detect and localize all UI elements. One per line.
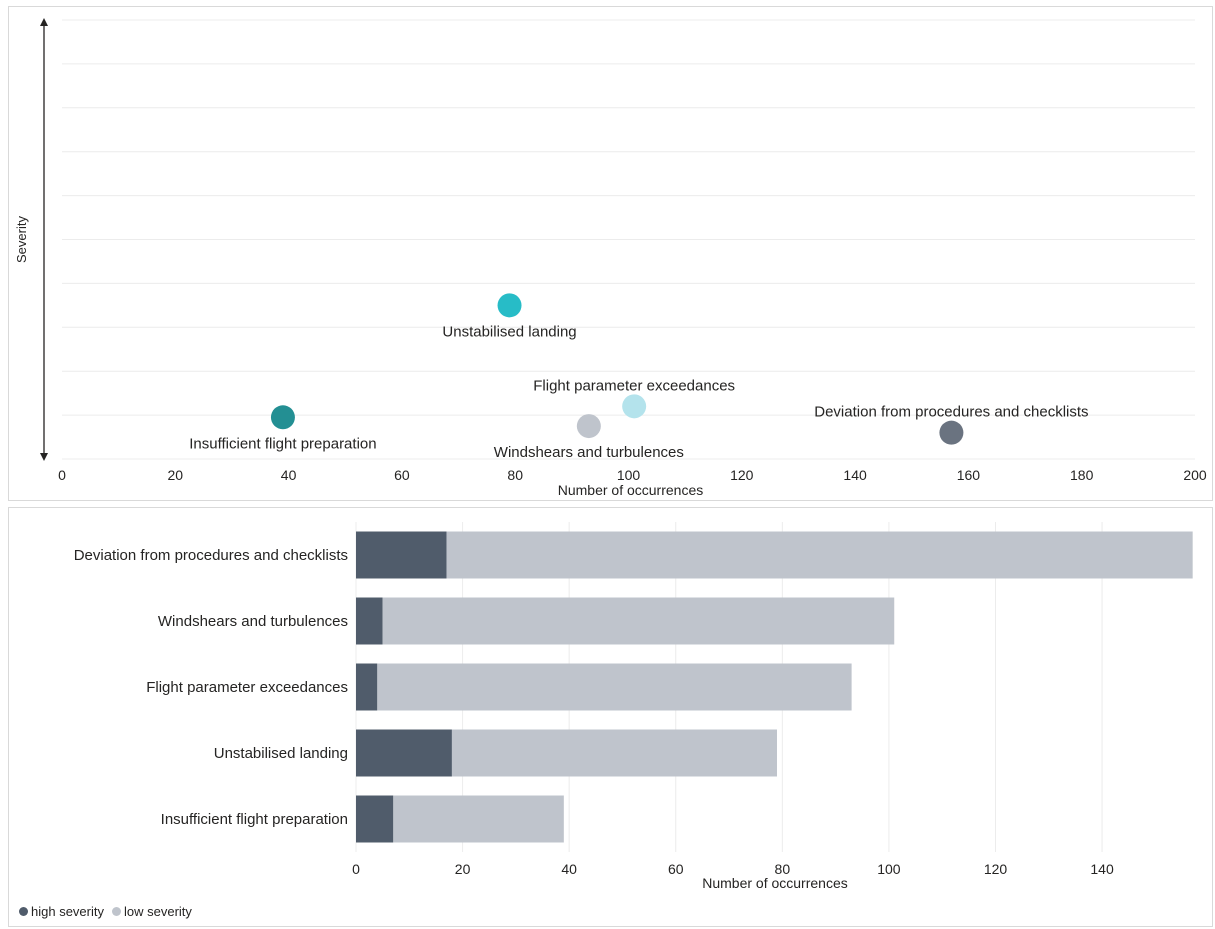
- category-label-unstabilised-landing: Unstabilised landing: [214, 745, 348, 762]
- scatter-chart-panel: Severity 0 20 40 60 80 100 120 140 160 180 200 Numbe…: [8, 6, 1213, 501]
- scatter-point-deviation-from-procedures-and-checklists: [939, 420, 964, 445]
- category-label-deviation-from-procedures-and-checklists: Deviation from procedures and checklists: [74, 547, 348, 564]
- scatter-chart: Severity 0 20 40 60 80 100 120 140 160 180 200 Numbe…: [14, 18, 1207, 498]
- legend-item-low-severity[interactable]: low severity: [111, 904, 192, 919]
- point-label-unstabilised-landing: Unstabilised landing: [442, 323, 576, 340]
- x-tick-label: 100: [617, 467, 641, 483]
- bar-x-tick-label: 80: [775, 861, 791, 877]
- bar-high-severity-windshears-and-turbulences: [356, 597, 383, 645]
- bar-high-severity-insufficient-flight-preparation: [356, 795, 394, 843]
- legend-label-high-severity: high severity: [31, 904, 104, 919]
- category-label-insufficient-flight-preparation: Insufficient flight preparation: [161, 811, 348, 828]
- x-tick-label: 40: [281, 467, 297, 483]
- x-tick-label: 0: [58, 467, 66, 483]
- bar-x-axis-title: Number of occurrences: [702, 875, 848, 891]
- bar-low-severity-windshears-and-turbulences: [382, 597, 895, 645]
- bar-high-severity-deviation-from-procedures-and-checklists: [356, 531, 447, 579]
- scatter-point-flight-parameter-exceedances: [622, 394, 647, 419]
- x-tick-label: 80: [507, 467, 523, 483]
- bar-low-severity-flight-parameter-exceedances: [377, 663, 852, 711]
- category-label-windshears-and-turbulences: Windshears and turbulences: [158, 613, 348, 630]
- point-label-windshears-and-turbulences: Windshears and turbulences: [494, 444, 684, 461]
- scatter-point-unstabilised-landing: [497, 293, 522, 318]
- bar-high-severity-unstabilised-landing: [356, 729, 452, 777]
- bar-x-tick-label: 20: [455, 861, 471, 877]
- x-tick-label: 160: [957, 467, 981, 483]
- bar-low-severity-unstabilised-landing: [451, 729, 777, 777]
- x-axis-title: Number of occurrences: [558, 482, 704, 498]
- bar-chart-legend: high severity low severity: [19, 904, 192, 919]
- x-tick-label: 60: [394, 467, 410, 483]
- x-tick-label: 200: [1183, 467, 1207, 483]
- point-label-flight-parameter-exceedances: Flight parameter exceedances: [533, 377, 735, 394]
- y-axis-arrow-up-icon: [40, 18, 48, 26]
- legend-label-low-severity: low severity: [123, 904, 192, 919]
- bar-x-tick-label: 100: [877, 861, 901, 877]
- bar-low-severity-deviation-from-procedures-and-checklists: [446, 531, 1193, 579]
- scatter-point-insufficient-flight-preparation: [270, 405, 295, 430]
- bar-high-severity-flight-parameter-exceedances: [356, 663, 378, 711]
- legend-marker-low-severity: [111, 907, 121, 916]
- bar-x-tick-label: 120: [984, 861, 1008, 877]
- legend-marker-high-severity: [19, 907, 28, 916]
- y-axis-arrow-down-icon: [40, 453, 48, 461]
- legend-item-high-severity[interactable]: high severity: [19, 904, 104, 919]
- bar-chart: 0 20 40 60 80 100 120 140 Number of occurrences D…: [74, 522, 1193, 891]
- bar-low-severity-insufficient-flight-preparation: [393, 795, 564, 843]
- bar-x-tick-label: 140: [1090, 861, 1114, 877]
- category-label-flight-parameter-exceedances: Flight parameter exceedances: [146, 679, 348, 696]
- bar-x-tick-label: 40: [561, 861, 577, 877]
- x-tick-label: 140: [843, 467, 867, 483]
- x-tick-label: 20: [168, 467, 184, 483]
- x-tick-label: 180: [1070, 467, 1094, 483]
- bar-chart-panel: 0 20 40 60 80 100 120 140 Number of occurrences D…: [8, 507, 1213, 927]
- x-tick-label: 120: [730, 467, 754, 483]
- point-label-deviation-from-procedures-and-checklists: Deviation from procedures and checklists: [814, 404, 1088, 421]
- bar-x-tick-label: 0: [352, 861, 360, 877]
- y-axis-title: Severity: [14, 216, 29, 263]
- bar-x-tick-label: 60: [668, 861, 684, 877]
- point-label-insufficient-flight-preparation: Insufficient flight preparation: [189, 435, 376, 452]
- scatter-point-windshears-and-turbulences: [576, 414, 601, 439]
